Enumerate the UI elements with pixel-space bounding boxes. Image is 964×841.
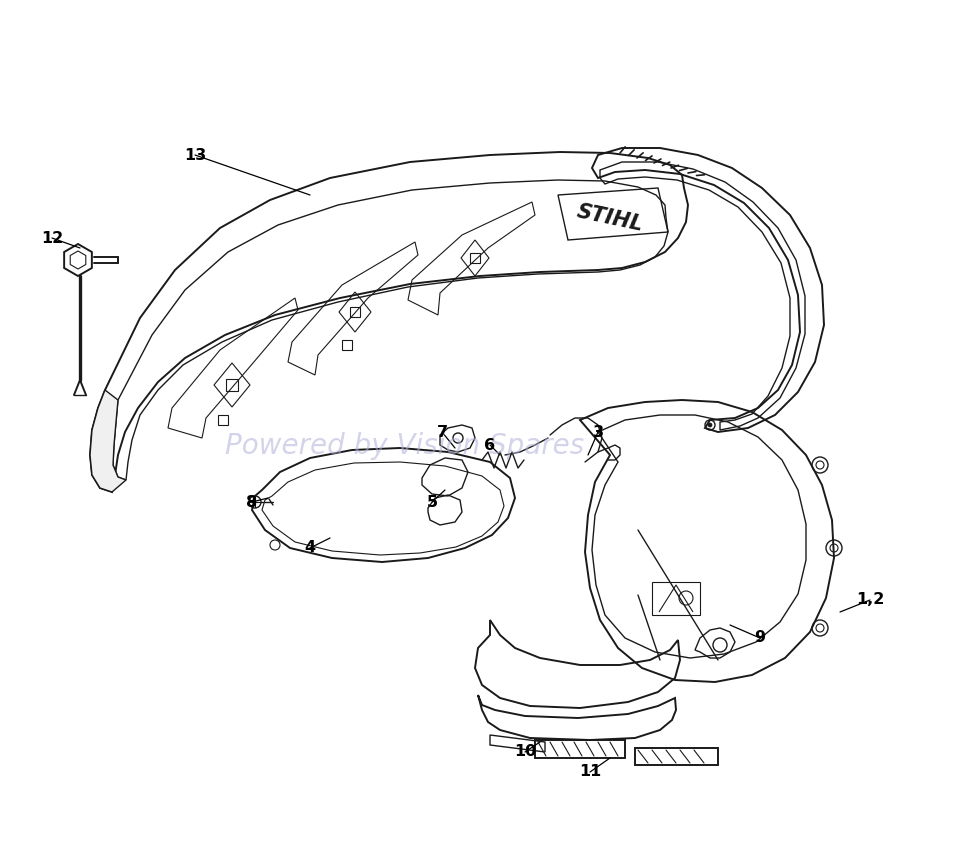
Text: 8: 8 [247, 495, 257, 510]
Text: Powered by Vision Spares: Powered by Vision Spares [226, 431, 584, 460]
Text: 3: 3 [593, 425, 603, 440]
Text: 10: 10 [514, 744, 536, 759]
Text: 7: 7 [437, 425, 447, 440]
Text: 5: 5 [426, 495, 438, 510]
Text: 11: 11 [578, 764, 602, 780]
Text: 9: 9 [755, 631, 765, 646]
Polygon shape [90, 390, 126, 492]
Text: 1,2: 1,2 [856, 593, 884, 607]
Text: 12: 12 [40, 230, 63, 246]
Text: 13: 13 [184, 147, 206, 162]
Text: 6: 6 [485, 437, 495, 452]
Text: STIHL: STIHL [575, 201, 645, 235]
Circle shape [708, 423, 712, 427]
Text: 4: 4 [305, 541, 315, 556]
